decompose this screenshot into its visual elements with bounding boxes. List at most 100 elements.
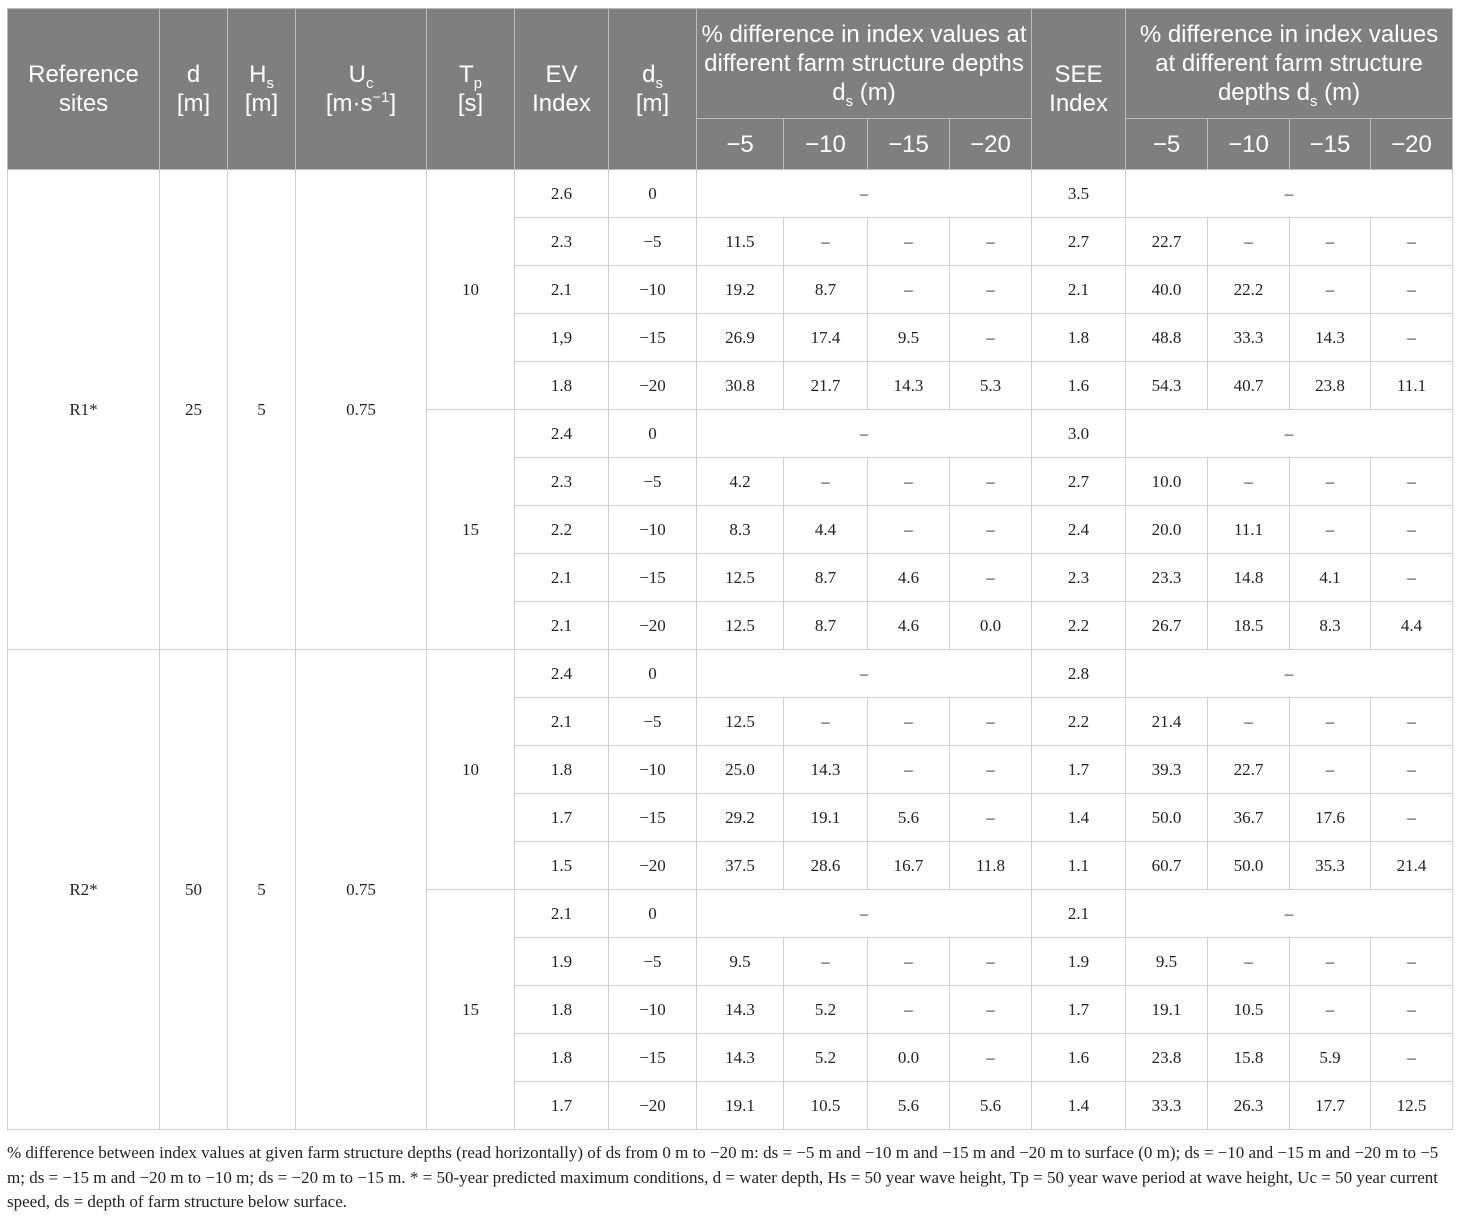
structure-depth-cell: −15 bbox=[608, 553, 697, 602]
structure-depth-cell: −5 bbox=[608, 217, 697, 266]
header-see-depth: −20 bbox=[1370, 118, 1454, 170]
table-row: 1.7 −15 29.2 19.1 5.6–1.4 50.0 36.7 17.6– bbox=[8, 793, 1454, 842]
see-diff-cell: – bbox=[1207, 457, 1291, 506]
ev-diff-cell: 9.5 bbox=[867, 313, 950, 362]
ev-diff-cell: 5.2 bbox=[783, 985, 868, 1034]
structure-depth-cell: 0 bbox=[608, 409, 697, 458]
see-diff-cell: 23.3 bbox=[1125, 553, 1209, 602]
see-diff-cell: 10.0 bbox=[1125, 457, 1209, 506]
ev-diff-cell: 0.0 bbox=[948, 601, 1033, 650]
header-see-depth: −15 bbox=[1289, 118, 1372, 170]
see-index-cell: 1.7 bbox=[1031, 985, 1127, 1034]
see-diff-cell: – bbox=[1207, 697, 1291, 746]
see-diff-cell: 19.1 bbox=[1125, 985, 1209, 1034]
see-diff-cell: 8.3 bbox=[1289, 601, 1372, 650]
see-diff-cell: 60.7 bbox=[1125, 841, 1209, 890]
table-row: 15 2.4 0–3.0– bbox=[8, 409, 1454, 650]
see-diff-cell: – bbox=[1370, 313, 1454, 362]
ev-diff-cell: 14.3 bbox=[696, 1033, 784, 1082]
ev-diff-cell: – bbox=[783, 697, 868, 746]
ev-index-cell: 1,9 bbox=[514, 313, 609, 362]
ev-diff-cell: – bbox=[783, 457, 868, 506]
table-row: 1.8 −10 25.0 14.3– –1.7 39.3 22.7– – bbox=[8, 745, 1454, 794]
see-index-cell: 2.3 bbox=[1031, 553, 1127, 602]
see-index-cell: 2.7 bbox=[1031, 217, 1127, 266]
table-row: 2.1 −5 12.5– – –2.2 21.4– – – bbox=[8, 697, 1454, 746]
table-body: R1* 25 5 0.75 10 2.6 0–3.5–2.3 −5 11.5– – –2.7 22.7… bbox=[7, 169, 1454, 1130]
see-index-cell: 2.2 bbox=[1031, 697, 1127, 746]
ev-diff-cell: 12.5 bbox=[696, 601, 784, 650]
ev-diff-cell: 9.5 bbox=[696, 937, 784, 986]
ev-diff-cell: – bbox=[948, 1033, 1033, 1082]
see-diff-cell: 18.5 bbox=[1207, 601, 1291, 650]
ev-diff-cell: 5.6 bbox=[867, 793, 950, 842]
see-diff-cell: 48.8 bbox=[1125, 313, 1209, 362]
see-index-cell: 1.8 bbox=[1031, 313, 1127, 362]
see-diff-cell: 21.4 bbox=[1125, 697, 1209, 746]
see-index-cell: 1.4 bbox=[1031, 793, 1127, 842]
ev-diff-cell: – bbox=[695, 169, 1033, 218]
see-diff-cell: – bbox=[1289, 505, 1372, 554]
see-diff-cell: – bbox=[1289, 457, 1372, 506]
ev-diff-cell: 8.7 bbox=[783, 553, 868, 602]
see-index-cell: 1.7 bbox=[1031, 745, 1127, 794]
table-row: 15 2.1 0–2.1– bbox=[8, 889, 1454, 1130]
see-index-cell: 2.1 bbox=[1031, 889, 1127, 938]
ev-index-cell: 1.8 bbox=[514, 745, 609, 794]
ev-diff-cell: – bbox=[948, 505, 1033, 554]
table-row: 1.8 −20 30.8 21.7 14.3 5.3 1.6 54.3 40.7 23.8 11.1 bbox=[8, 361, 1454, 410]
ev-diff-cell: – bbox=[948, 793, 1033, 842]
ev-diff-cell: – bbox=[867, 697, 950, 746]
wave-height-cell: 5 bbox=[227, 649, 296, 1130]
ev-diff-cell: 4.6 bbox=[867, 553, 950, 602]
structure-depth-cell: −15 bbox=[608, 1033, 697, 1082]
header-see-depth: −5 bbox=[1125, 118, 1209, 170]
header-hs: Hs [m] bbox=[227, 8, 296, 170]
see-index-cell: 2.7 bbox=[1031, 457, 1127, 506]
table-row: 2.1 −20 12.5 8.7 4.6 0.0 2.2 26.7 18.5 8.3 4.4 bbox=[8, 601, 1454, 650]
table-row: R2* 50 5 0.75 10 2.4 0–2.8– bbox=[7, 649, 1454, 1130]
ev-diff-cell: 5.2 bbox=[783, 1033, 868, 1082]
ev-diff-cell: 8.3 bbox=[696, 505, 784, 554]
ev-index-cell: 2.6 bbox=[514, 169, 609, 218]
ev-diff-cell: 0.0 bbox=[867, 1033, 950, 1082]
structure-depth-cell: −20 bbox=[608, 361, 697, 410]
ev-diff-cell: 26.9 bbox=[696, 313, 784, 362]
table-row: R1* 25 5 0.75 10 2.6 0–3.5– bbox=[7, 169, 1454, 650]
see-diff-cell: 17.6 bbox=[1289, 793, 1372, 842]
see-diff-cell: 14.8 bbox=[1207, 553, 1291, 602]
ev-diff-cell: – bbox=[948, 985, 1033, 1034]
see-diff-cell: 22.7 bbox=[1207, 745, 1291, 794]
depth-cell: 50 bbox=[159, 649, 228, 1130]
ev-diff-cell: – bbox=[948, 745, 1033, 794]
ev-diff-cell: 8.7 bbox=[783, 265, 868, 314]
ev-diff-cell: – bbox=[867, 937, 950, 986]
see-index-cell: 3.5 bbox=[1031, 169, 1127, 218]
ev-index-cell: 1.8 bbox=[514, 1033, 609, 1082]
data-table: Reference sites d [m] Hs [m] Uc [m·s−1] Tp[… bbox=[7, 8, 1454, 1130]
ev-diff-cell: 11.8 bbox=[948, 841, 1033, 890]
ev-diff-cell: 21.7 bbox=[783, 361, 868, 410]
see-diff-cell: 26.7 bbox=[1125, 601, 1209, 650]
see-diff-cell: – bbox=[1125, 169, 1454, 218]
structure-depth-cell: −20 bbox=[608, 841, 697, 890]
ev-diff-cell: 5.3 bbox=[948, 361, 1033, 410]
ev-index-cell: 2.1 bbox=[514, 697, 609, 746]
ev-diff-cell: – bbox=[867, 745, 950, 794]
ev-index-cell: 2.1 bbox=[514, 265, 609, 314]
ev-diff-cell: 37.5 bbox=[696, 841, 784, 890]
header-ev-index: EV Index bbox=[514, 8, 609, 170]
ev-diff-cell: – bbox=[783, 937, 868, 986]
ev-index-cell: 1.7 bbox=[514, 793, 609, 842]
current-speed-cell: 0.75 bbox=[295, 649, 427, 1130]
ev-diff-cell: 8.7 bbox=[783, 601, 868, 650]
header-tp: Tp [s] bbox=[426, 8, 515, 170]
structure-depth-cell: −5 bbox=[608, 457, 697, 506]
ev-diff-cell: – bbox=[948, 217, 1033, 266]
ev-diff-cell: – bbox=[783, 217, 868, 266]
ev-index-cell: 2.2 bbox=[514, 505, 609, 554]
ev-diff-cell: – bbox=[867, 457, 950, 506]
structure-depth-cell: −10 bbox=[608, 745, 697, 794]
table-row: 2.2 −10 8.3 4.4– –2.4 20.0 11.1– – bbox=[8, 505, 1454, 554]
see-diff-cell: 54.3 bbox=[1125, 361, 1209, 410]
